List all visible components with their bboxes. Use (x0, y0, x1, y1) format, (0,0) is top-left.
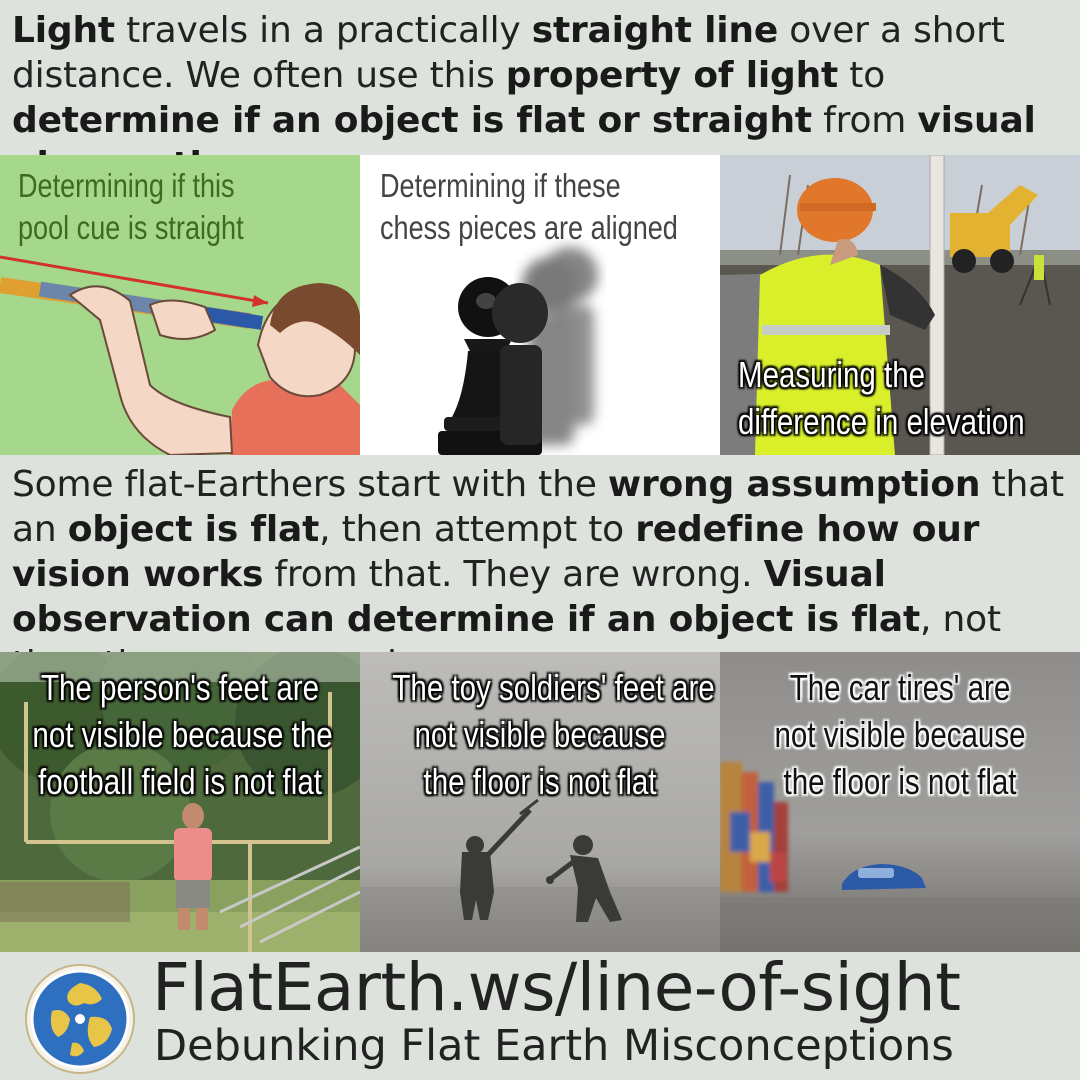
caption-line: the floor is not flat (783, 761, 1017, 802)
caption-line: Measuring the (738, 354, 926, 395)
chess-caption: Determining if these chess pieces are al… (380, 165, 678, 249)
intro-text: Light (12, 10, 115, 51)
pool-cue-panel: Determining if this pool cue is straight (0, 155, 360, 455)
toy-car-photo (720, 652, 1080, 952)
middle-text: from that. They are wrong. (263, 554, 764, 595)
chess-pawns-photo (438, 247, 598, 455)
surveyor-photo (720, 155, 1080, 455)
caption-line: the floor is not flat (423, 761, 657, 802)
globe-icon (25, 964, 135, 1074)
middle-text: , then attempt to (319, 509, 636, 550)
football-field-panel: The person's feet are not visible becaus… (0, 652, 360, 952)
toy-soldiers-panel: The toy soldiers' feet are not visible b… (360, 652, 720, 952)
intro-text: to (838, 55, 886, 96)
middle-text: Visual observation can determine if an o… (12, 554, 921, 640)
caption-line: Determining if these (380, 167, 621, 204)
intro-text: property of light (505, 55, 839, 96)
caption-line: pool cue is straight (18, 209, 244, 246)
middle-text: that an (12, 464, 1064, 550)
example-row-not-flat: The person's feet are not visible becaus… (0, 652, 1080, 952)
caption-line: not visible because (414, 714, 666, 755)
middle-text: object is flat (67, 509, 320, 550)
caption-line: not visible because the (32, 714, 333, 755)
intro-text: determine if an object is flat or straig… (12, 100, 812, 141)
caption-line: The toy soldiers' feet are (392, 667, 715, 708)
chess-pieces-panel: Determining if these chess pieces are al… (360, 155, 720, 455)
middle-text: redefine how our vision works (12, 509, 980, 595)
site-url[interactable]: FlatEarth.ws/line-of-sight (152, 949, 961, 1026)
caption-line: Determining if this (18, 167, 235, 204)
caption-line: not visible because (774, 714, 1026, 755)
toy-car-panel: The car tires' are not visible because t… (720, 652, 1080, 952)
football-field-photo (0, 652, 360, 952)
toy-soldiers-photo (360, 652, 720, 952)
pool-cue-illustration (0, 255, 360, 455)
caption-line: football field is not flat (38, 761, 322, 802)
surveyor-caption: Measuring the difference in elevation (738, 351, 1025, 445)
example-row-straight: Determining if this pool cue is straight (0, 155, 1080, 455)
toy-soldiers-caption: The toy soldiers' feet are not visible b… (392, 664, 715, 805)
caption-line: The car tires' are (789, 667, 1011, 708)
caption-line: difference in elevation (738, 401, 1025, 442)
footer: FlatEarth.ws/line-of-sight Debunking Fla… (0, 949, 1080, 1080)
caption-line: The person's feet are (40, 667, 320, 708)
middle-text: Some flat-Earthers start with the (12, 464, 608, 505)
caption-line: chess pieces are aligned (380, 209, 678, 246)
intro-text: over a short distance. We often use this (12, 10, 1005, 96)
site-tagline: Debunking Flat Earth Misconceptions (154, 1021, 954, 1071)
football-field-caption: The person's feet are not visible becaus… (32, 664, 333, 805)
intro-text: straight line (531, 10, 779, 51)
pool-cue-caption: Determining if this pool cue is straight (18, 165, 244, 249)
middle-text: wrong assumption (607, 464, 981, 505)
intro-text: from (811, 100, 918, 141)
intro-text: travels in a practically (114, 10, 532, 51)
toy-car-caption: The car tires' are not visible because t… (752, 664, 1047, 805)
surveyor-panel: Measuring the difference in elevation (720, 155, 1080, 455)
